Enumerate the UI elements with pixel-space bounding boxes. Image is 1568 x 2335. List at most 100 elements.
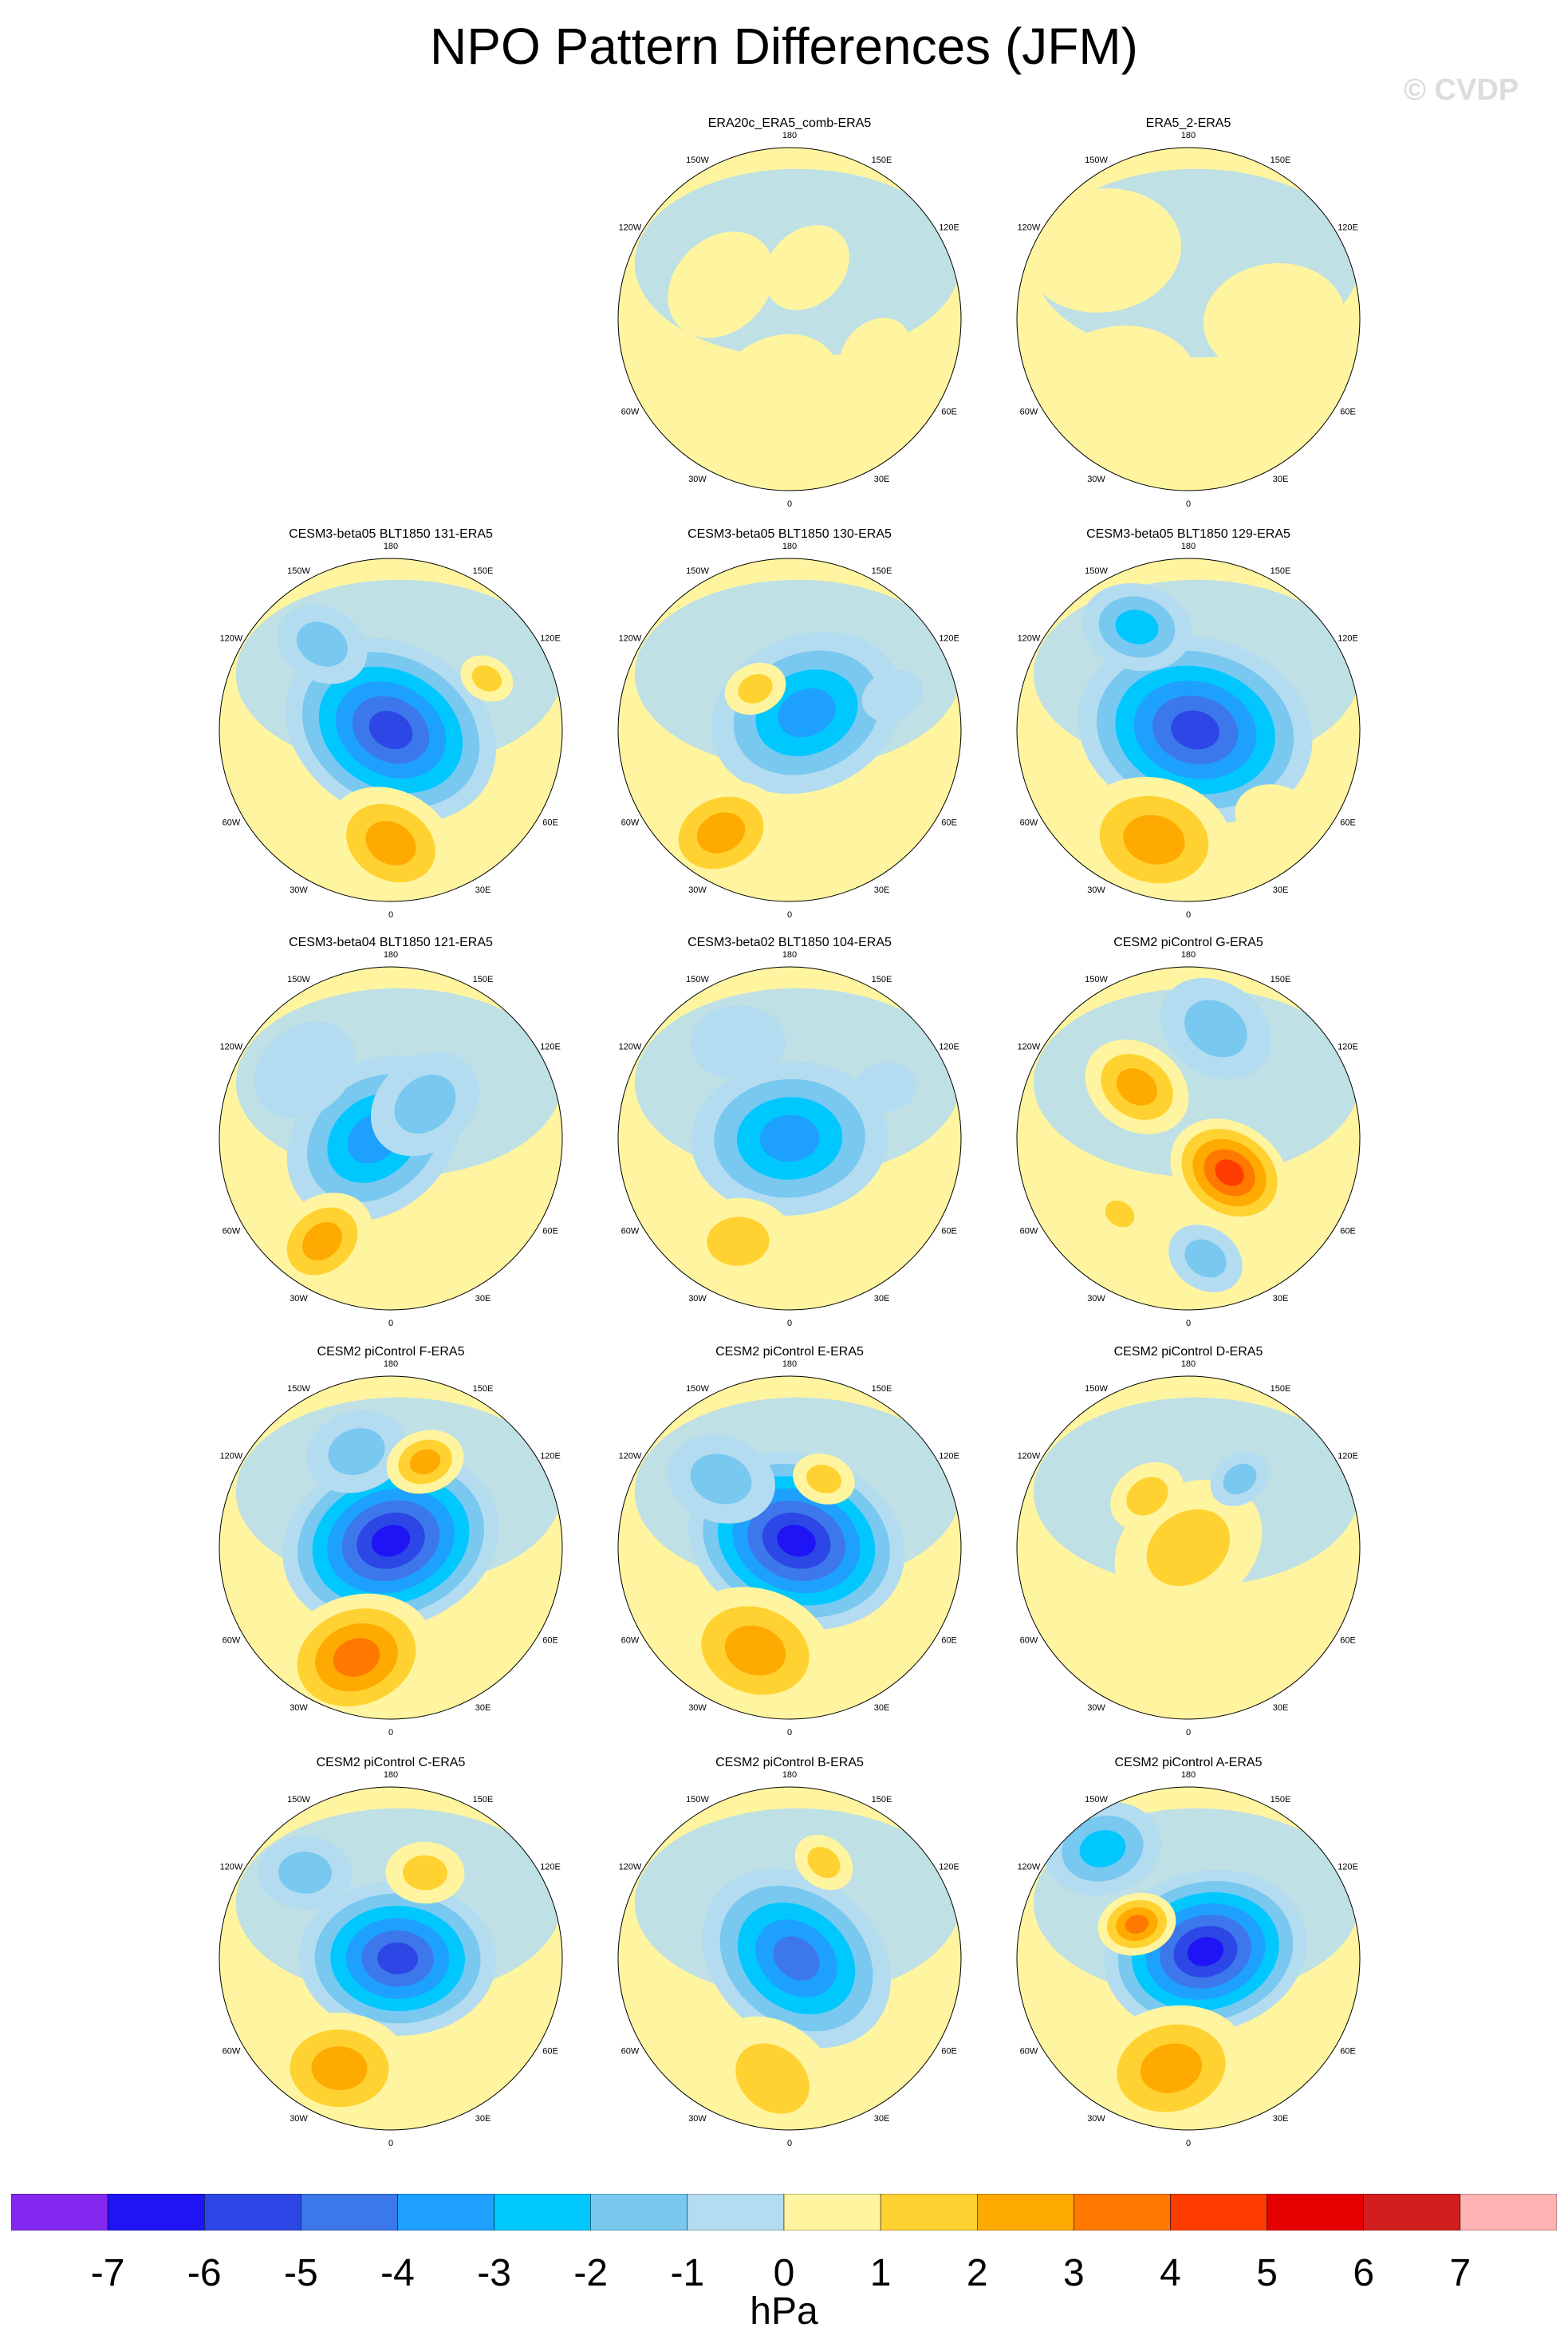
map-boundary	[617, 558, 962, 902]
panel-title: CESM3-beta05 BLT1850 130-ERA5	[687, 527, 892, 541]
contour-fill	[1184, 1239, 1227, 1278]
panel-title: CESM2 piControl B-ERA5	[715, 1756, 864, 1769]
longitude-label: 150W	[686, 1384, 709, 1394]
polar-map: 180150E120E90E60E30E030W60W90W120W150W	[614, 1360, 962, 1737]
longitude-label: 0	[787, 2139, 792, 2148]
longitude-label: 60W	[621, 408, 640, 417]
longitude-label: 0	[1186, 499, 1191, 509]
contour-fill	[807, 1847, 841, 1879]
contour-fill	[278, 1852, 333, 1894]
colorbar-swatch	[1363, 2194, 1461, 2230]
contour-fill	[773, 1936, 820, 1981]
longitude-label: 0	[1186, 1319, 1191, 1328]
longitude-label: 120W	[1018, 1863, 1041, 1872]
longitude-label: 30W	[688, 475, 707, 484]
contour-fill	[471, 665, 502, 692]
longitude-label: 120E	[939, 223, 959, 233]
panel-title: CESM3-beta04 BLT1850 121-ERA5	[289, 936, 493, 949]
longitude-label: 0	[1186, 2139, 1191, 2148]
longitude-label: 30E	[1273, 475, 1289, 484]
contour-fill	[1203, 262, 1345, 376]
contour-fill	[691, 1005, 786, 1080]
longitude-label: 60E	[1340, 1636, 1356, 1646]
contour-fill	[377, 1943, 419, 1974]
page-title: NPO Pattern Differences (JFM)	[430, 18, 1138, 75]
colorbar-tick: 6	[1353, 2252, 1375, 2294]
colorbar-tick-labels: -7 -6 -5 -4 -3 -2 -1 0 1 2 3 4 5 6 7	[0, 2251, 1568, 2299]
contour-fill	[311, 2046, 368, 2091]
longitude-label: 150E	[1271, 1795, 1291, 1804]
longitude-label: 30W	[1087, 1703, 1105, 1713]
longitude-label: 150W	[1085, 1795, 1108, 1804]
colorbar-swatch	[107, 2194, 205, 2230]
contour-fill	[409, 1449, 441, 1475]
contour-fill	[254, 1021, 356, 1118]
colorbar-tick: 3	[1063, 2252, 1085, 2294]
longitude-label: 180	[384, 1360, 398, 1369]
longitude-label: 150W	[1085, 566, 1108, 576]
longitude-label: 60E	[941, 2047, 957, 2057]
longitude-label: 60W	[223, 2047, 241, 2057]
longitude-label: 60W	[1020, 1636, 1038, 1646]
contour-fill	[853, 1062, 917, 1112]
colorbar-swatch	[397, 2194, 494, 2230]
contour-fill	[707, 1217, 770, 1266]
contour-fill	[394, 1075, 456, 1134]
contour-fill	[1175, 401, 1271, 477]
colorbar-tick: 4	[1160, 2252, 1181, 2294]
map-panel: CESM3-beta05 BLT1850 129-ERA5 180 150E 120E…	[1013, 527, 1364, 957]
longitude-label: 150E	[1271, 1384, 1291, 1394]
longitude-label: 90W	[614, 1134, 615, 1144]
contour-fill	[840, 318, 911, 389]
longitude-label: 120E	[1338, 1863, 1358, 1872]
longitude-label: 180	[384, 1771, 398, 1780]
longitude-label: 120W	[619, 634, 642, 644]
longitude-label: 150W	[287, 1384, 310, 1394]
map-panel: CESM2 piControl C-ERA5180150E120E90E60E3…	[215, 1755, 566, 2186]
longitude-label: 120W	[1018, 223, 1041, 233]
contour-fill	[735, 2043, 810, 2114]
longitude-label: 60E	[1340, 408, 1356, 417]
polar-map: 180150E120E90E60E30E030W60W90W120W150W	[614, 132, 962, 509]
contour-fill	[1064, 1606, 1176, 1709]
polar-map: 180150E120E90E60E30E030W60W90W120W150W	[1013, 542, 1361, 920]
polar-map: 180150E120E90E60E30E030W60W90W120W150W	[215, 1360, 563, 1737]
contour-fill	[1215, 1159, 1244, 1186]
polar-map: 180150E120E90E60E30E030W60W90W120W150W	[614, 1771, 962, 2148]
longitude-label: 150E	[872, 1795, 892, 1804]
longitude-label: 150W	[686, 156, 709, 165]
field-negative-region	[1033, 988, 1360, 1177]
colorbar-tick: -4	[380, 2252, 415, 2294]
longitude-label: 60E	[941, 408, 957, 417]
longitude-label: 30W	[688, 2114, 707, 2124]
longitude-label: 30W	[290, 1294, 308, 1304]
longitude-label: 150E	[473, 975, 494, 984]
longitude-label: 90W	[614, 1954, 615, 1964]
longitude-label: 30W	[1087, 1294, 1105, 1304]
longitude-label: 120W	[220, 1863, 243, 1872]
panel-title: CESM2 piControl F-ERA5	[317, 1345, 465, 1359]
colorbar-swatch	[11, 2194, 108, 2230]
longitude-label: 30E	[1273, 885, 1289, 895]
contour-fill	[806, 1464, 841, 1494]
longitude-label: 30W	[688, 885, 707, 895]
longitude-label: 60E	[542, 1636, 558, 1646]
colorbar-swatch	[1170, 2194, 1267, 2230]
contour-fill	[861, 669, 924, 722]
longitude-label: 30E	[475, 1294, 491, 1304]
colorbar-swatch	[1460, 2194, 1557, 2230]
longitude-label: 60W	[223, 818, 241, 828]
map-panel: CESM2 piControl G-ERA5180150E120E90E60E3…	[1013, 935, 1364, 1366]
longitude-label: 180	[1181, 542, 1196, 551]
map-panel: CESM3-beta05 BLT1850 131-ERA5 180 150E 120E…	[215, 527, 566, 957]
colorbar-tick: -5	[284, 2252, 318, 2294]
longitude-label: 30E	[1273, 2114, 1289, 2124]
longitude-label: 30E	[475, 885, 491, 895]
longitude-label: 120W	[619, 1863, 642, 1872]
longitude-label: 90W	[1013, 726, 1014, 736]
longitude-label: 120W	[1018, 1043, 1041, 1052]
panel-title: ERA20c_ERA5_comb-ERA5	[707, 116, 872, 130]
longitude-label: 0	[388, 2139, 393, 2148]
polar-map: 180150E120E90E60E30E030W60W90W120W150W	[1013, 132, 1361, 509]
colorbar-tick: -2	[573, 2252, 609, 2294]
